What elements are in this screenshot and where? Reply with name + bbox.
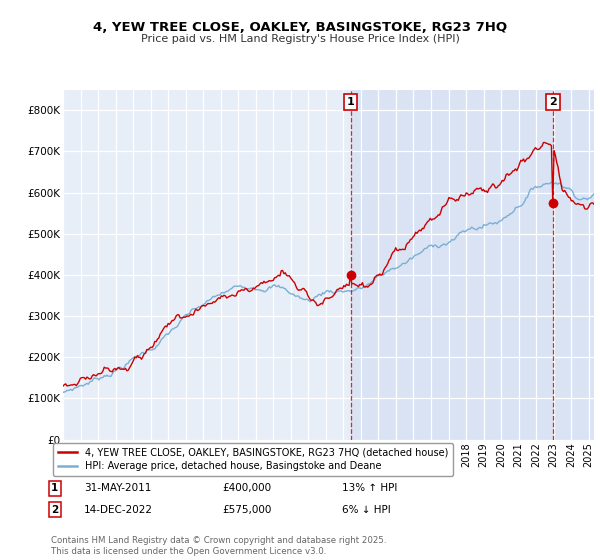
Text: 1: 1 — [51, 483, 58, 493]
Text: 2: 2 — [51, 505, 58, 515]
Bar — [351, 90, 594, 440]
Text: 14-DEC-2022: 14-DEC-2022 — [84, 505, 153, 515]
Text: £575,000: £575,000 — [222, 505, 271, 515]
Text: 1: 1 — [347, 97, 355, 107]
Text: 31-MAY-2011: 31-MAY-2011 — [84, 483, 151, 493]
Text: 2: 2 — [549, 97, 557, 107]
Legend: 4, YEW TREE CLOSE, OAKLEY, BASINGSTOKE, RG23 7HQ (detached house), HPI: Average : 4, YEW TREE CLOSE, OAKLEY, BASINGSTOKE, … — [53, 443, 453, 476]
Text: Contains HM Land Registry data © Crown copyright and database right 2025.
This d: Contains HM Land Registry data © Crown c… — [51, 536, 386, 556]
Text: 4, YEW TREE CLOSE, OAKLEY, BASINGSTOKE, RG23 7HQ: 4, YEW TREE CLOSE, OAKLEY, BASINGSTOKE, … — [93, 21, 507, 34]
Text: 13% ↑ HPI: 13% ↑ HPI — [342, 483, 397, 493]
Text: 6% ↓ HPI: 6% ↓ HPI — [342, 505, 391, 515]
Text: Price paid vs. HM Land Registry's House Price Index (HPI): Price paid vs. HM Land Registry's House … — [140, 34, 460, 44]
Text: £400,000: £400,000 — [222, 483, 271, 493]
